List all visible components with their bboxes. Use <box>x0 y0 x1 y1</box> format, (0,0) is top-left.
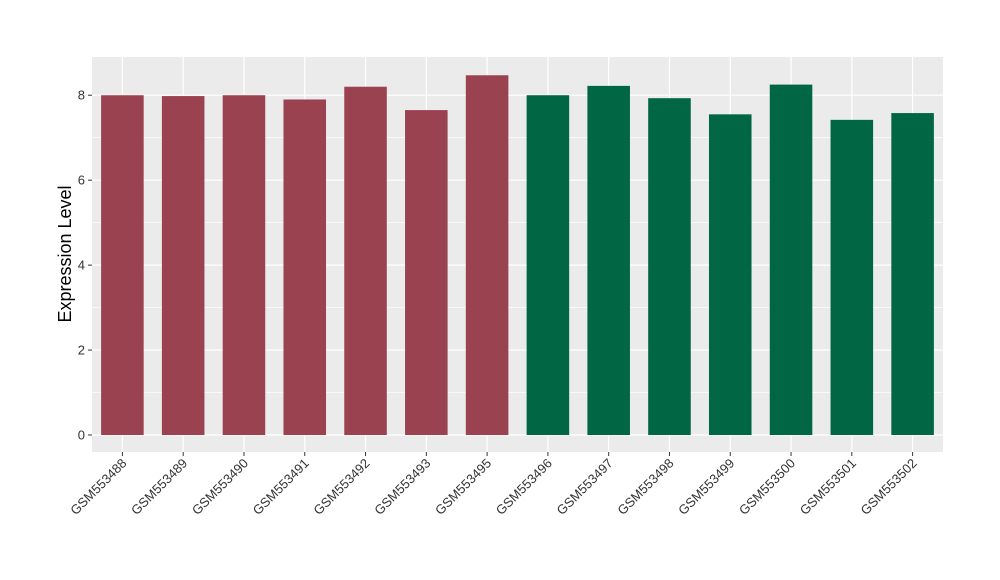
y-tick-label: 4 <box>78 258 85 273</box>
bar-GSM553501 <box>830 119 874 436</box>
y-tick-label: 2 <box>78 343 85 358</box>
bar-GSM553499 <box>708 114 752 436</box>
bar-GSM553489 <box>161 96 205 436</box>
x-tick-label: GSM553489 <box>128 456 190 518</box>
x-tick-label: GSM553495 <box>432 456 494 518</box>
x-tick-label: GSM553488 <box>67 456 129 518</box>
x-tick-label: GSM553498 <box>614 456 676 518</box>
bar-GSM553490 <box>222 95 266 436</box>
bar-GSM553493 <box>405 110 448 436</box>
bar-GSM553488 <box>101 95 144 436</box>
x-tick-label: GSM553497 <box>554 456 616 518</box>
x-tick-label: GSM553500 <box>736 456 798 518</box>
y-tick-label: 0 <box>78 428 85 443</box>
x-tick-label: GSM553502 <box>858 456 920 518</box>
y-tick-label: 6 <box>78 173 85 188</box>
bar-GSM553495 <box>465 75 509 436</box>
bar-GSM553497 <box>587 85 630 436</box>
y-tick-label: 8 <box>78 88 85 103</box>
bar-GSM553491 <box>283 99 327 436</box>
x-tick-label: GSM553491 <box>250 456 312 518</box>
x-tick-label: GSM553492 <box>310 456 372 518</box>
bars <box>101 75 934 436</box>
bar-GSM553496 <box>526 95 570 436</box>
bar-GSM553492 <box>344 86 387 436</box>
x-tick-label: GSM553490 <box>189 456 251 518</box>
x-axis: GSM553488GSM553489GSM553490GSM553491GSM5… <box>67 452 920 518</box>
x-tick-label: GSM553501 <box>797 456 859 518</box>
x-tick-label: GSM553496 <box>493 456 555 518</box>
bar-GSM553502 <box>891 113 934 436</box>
x-tick-label: GSM553493 <box>371 456 433 518</box>
x-tick-label: GSM553499 <box>675 456 737 518</box>
bar-GSM553500 <box>769 84 813 436</box>
bar-GSM553498 <box>648 98 691 436</box>
y-axis-title: Expression Level <box>55 185 75 322</box>
y-axis: 0 2 4 6 8 <box>78 88 92 443</box>
